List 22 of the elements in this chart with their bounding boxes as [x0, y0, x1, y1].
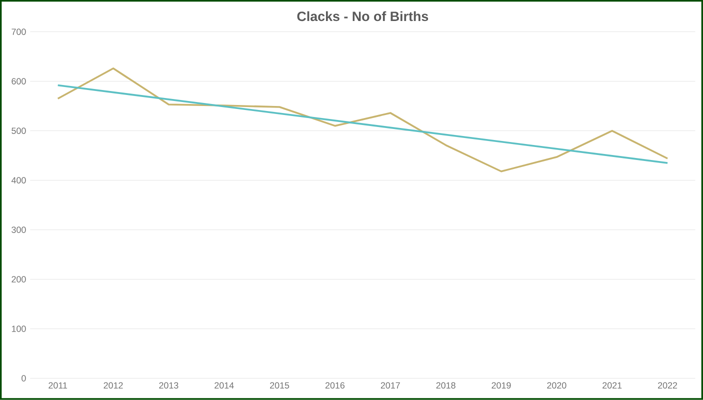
x-tick-label: 2016 [325, 382, 345, 389]
x-tick-label: 2011 [48, 382, 68, 389]
x-tick-label: 2013 [159, 382, 178, 389]
chart-title: Clacks - No of Births [297, 11, 428, 22]
x-tick-label: 2015 [270, 382, 290, 389]
y-tick-label: 200 [12, 276, 26, 283]
x-tick-label: 2012 [104, 382, 123, 389]
line-series [56, 68, 668, 172]
y-tick-label: 100 [12, 326, 26, 332]
y-tick-label: 300 [12, 226, 26, 234]
x-tick-label: 2017 [380, 382, 400, 389]
x-tick-label: 2014 [214, 382, 234, 389]
x-tick-label: 2020 [547, 382, 566, 389]
x-tick-label: 2018 [436, 382, 456, 389]
x-tick-label: 2021 [602, 382, 622, 389]
x-tick-label: 2019 [492, 382, 511, 389]
y-tick-label: 500 [12, 128, 26, 134]
y-tick-label: 700 [12, 28, 26, 36]
y-tick-label: 0 [22, 375, 26, 382]
x-tick-label: 2022 [658, 382, 678, 389]
y-tick-label: 400 [11, 177, 26, 184]
y-tick-label: 600 [12, 78, 26, 85]
